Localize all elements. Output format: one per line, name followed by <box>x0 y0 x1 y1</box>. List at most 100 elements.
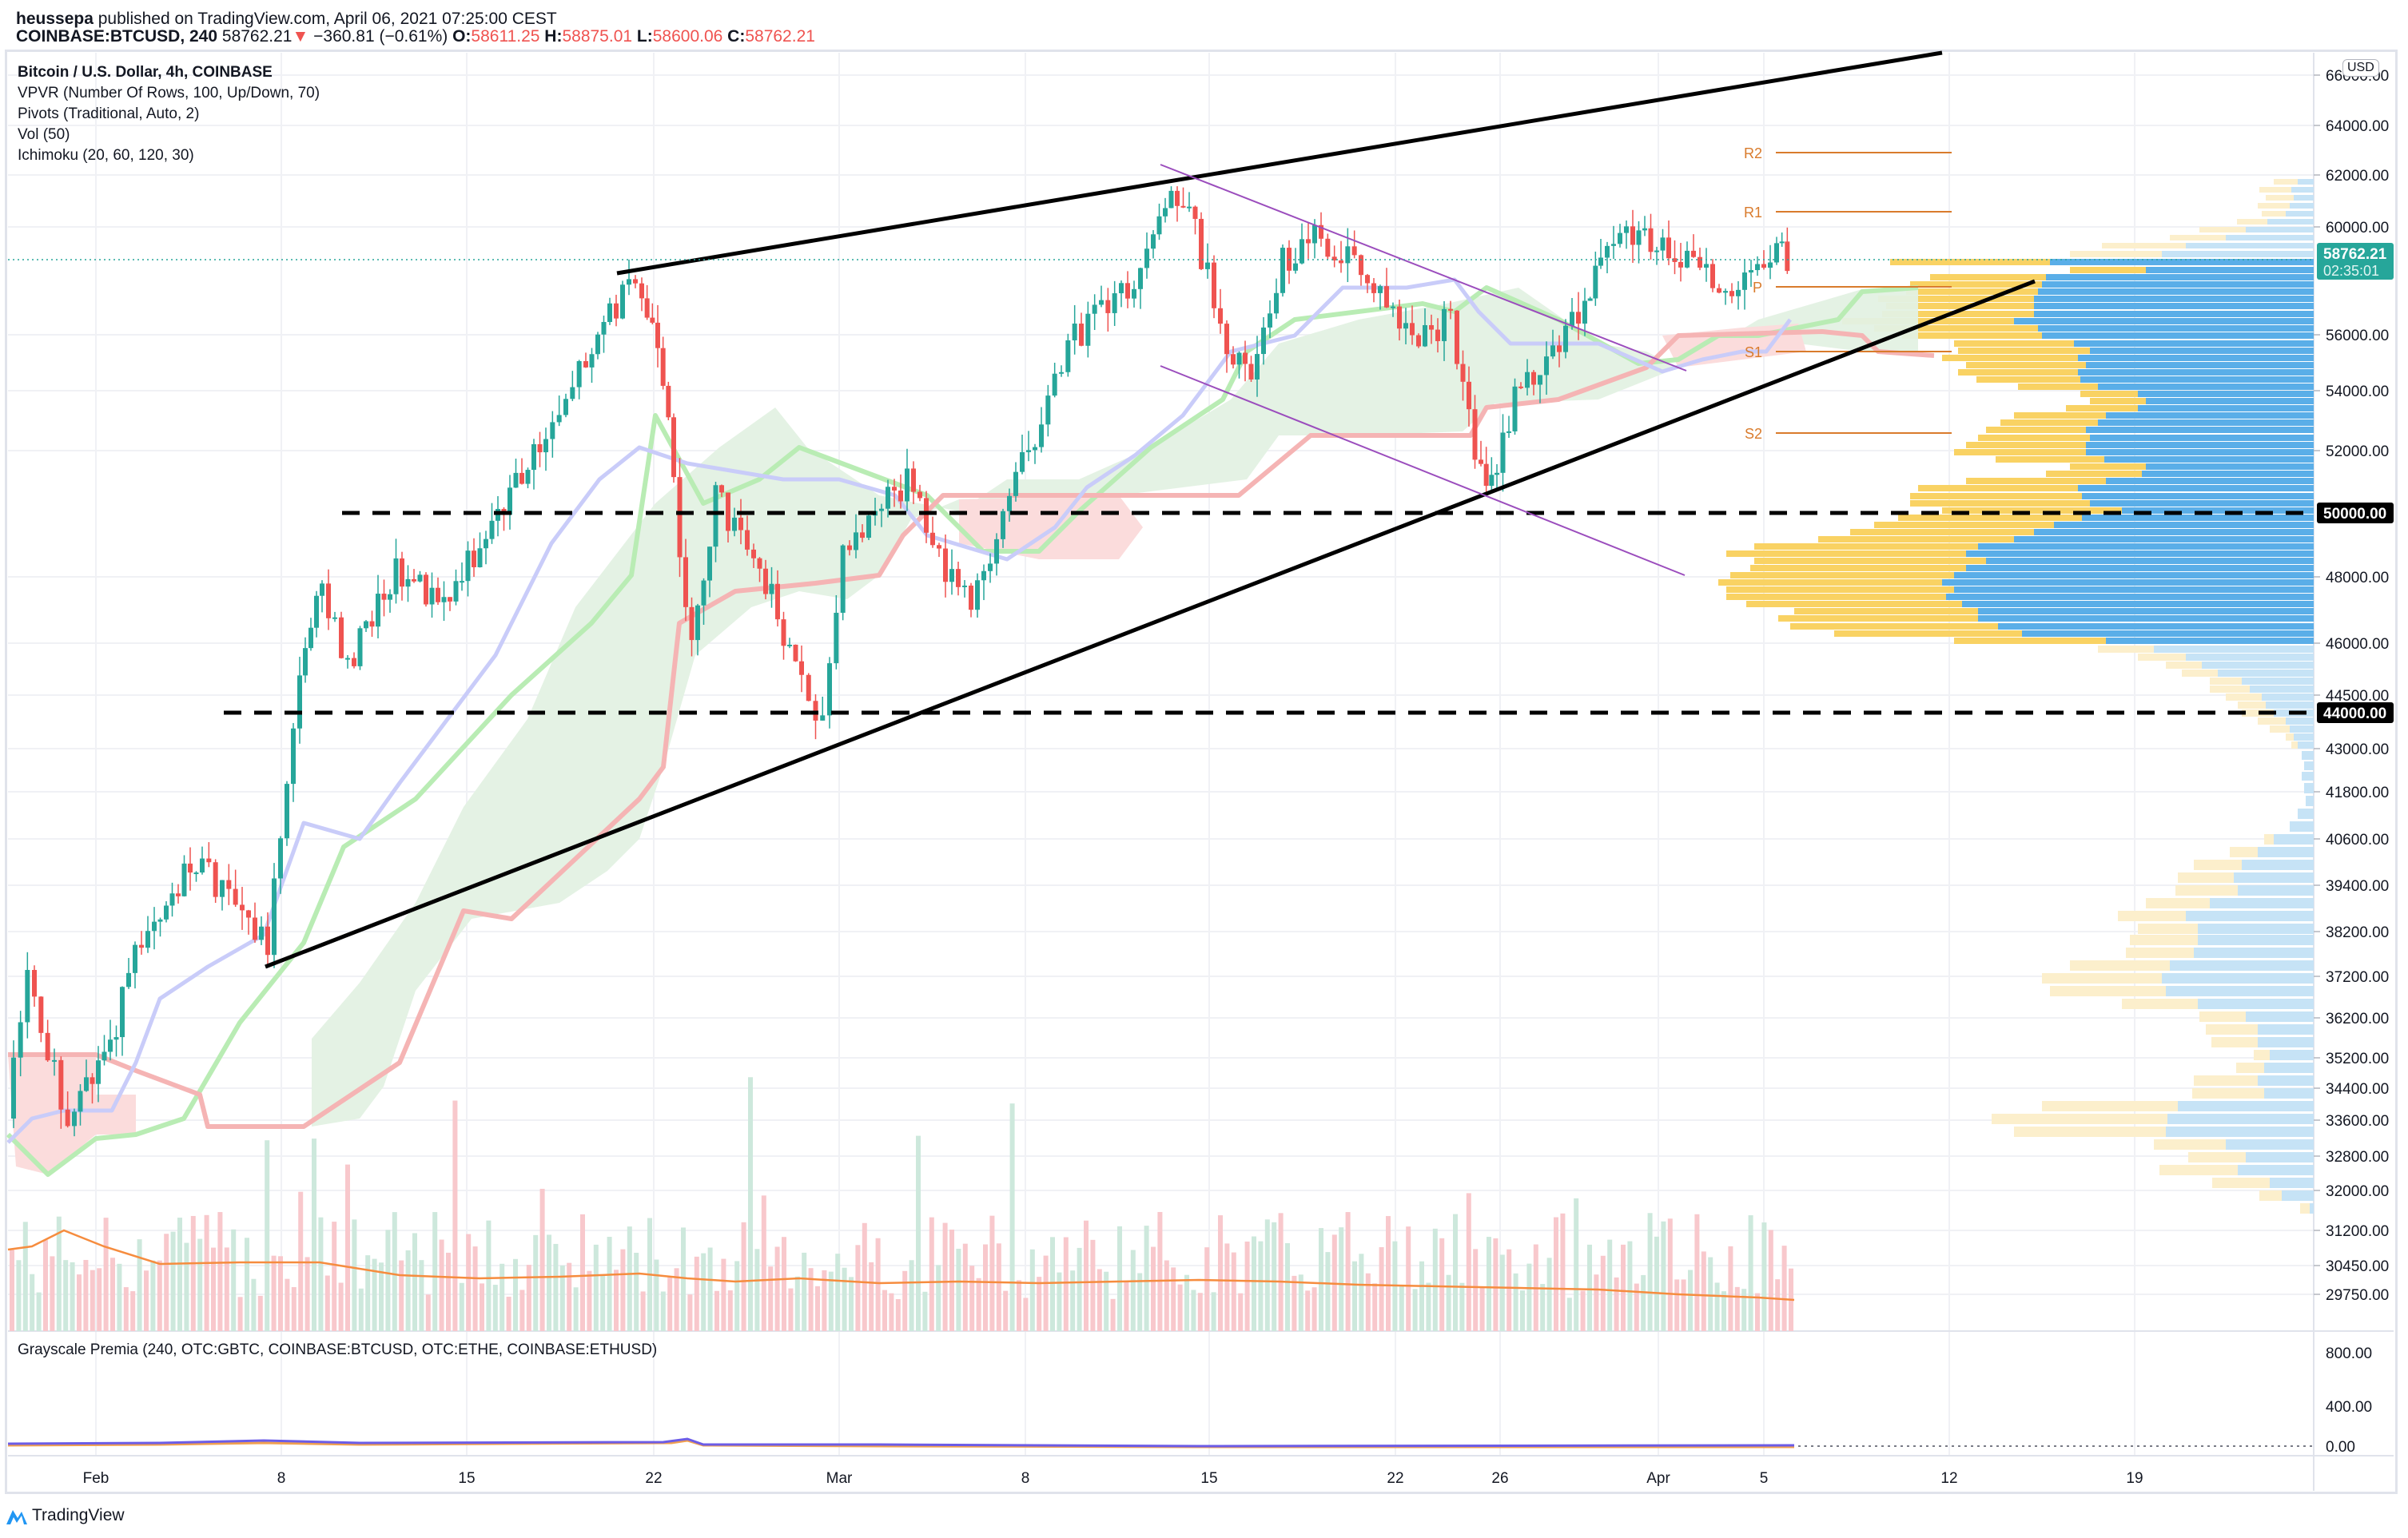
volume-bar-down <box>539 1188 545 1331</box>
author-name[interactable]: heussepa <box>16 10 94 28</box>
vpvr-bar-down <box>2238 701 2266 709</box>
legend-title[interactable]: Bitcoin / U.S. Dollar, 4h, COINBASE <box>18 64 273 81</box>
candle-down <box>1435 329 1440 341</box>
vpvr-bar-down <box>2170 235 2226 240</box>
volume-bar-down <box>1614 1277 1619 1331</box>
candle-up <box>1774 243 1779 263</box>
candle-up <box>465 550 471 582</box>
volume-bar-down <box>1674 1279 1680 1331</box>
time-tick-label: 26 <box>1491 1470 1508 1487</box>
volume-bar-down <box>942 1222 948 1331</box>
candle-down <box>448 597 452 602</box>
legend-indicator-pivots[interactable]: Pivots (Traditional, Auto, 2) <box>18 105 200 122</box>
volume-bar-down <box>815 1286 820 1331</box>
volume-bar-down <box>1681 1279 1686 1331</box>
volume-bar-up <box>1325 1252 1331 1331</box>
vpvr-bar-up <box>2262 693 2314 701</box>
candle-up <box>78 1091 83 1112</box>
vpvr-bar-up <box>2078 355 2314 361</box>
volume-bar-up <box>828 1271 834 1331</box>
vpvr-bar-down <box>2159 1165 2238 1175</box>
volume-bar-down <box>1238 1293 1244 1331</box>
vpvr-bar-up <box>2210 898 2314 908</box>
volume-bar-up <box>1191 1290 1196 1331</box>
candle-up <box>975 580 980 610</box>
price-tick-label: 38200.00 <box>2326 924 2389 941</box>
candle-down <box>352 658 356 666</box>
pivot-label-s1: S1 <box>1745 344 1762 360</box>
candle-down <box>1678 261 1683 268</box>
candle-up <box>866 515 871 538</box>
volume-bar-down <box>1084 1220 1089 1331</box>
candle-down <box>265 926 270 956</box>
candle-up <box>1099 300 1104 305</box>
candle-up <box>152 921 157 932</box>
legend-indicator-volume[interactable]: Vol (50) <box>18 126 70 143</box>
vpvr-bar-down <box>1750 565 1966 571</box>
volume-bar-up <box>245 1238 249 1331</box>
high-label: H: <box>544 27 563 46</box>
candle-up <box>1085 313 1091 346</box>
time-tick-label: 15 <box>1200 1470 1217 1487</box>
volume-bar-down <box>1090 1239 1096 1331</box>
volume-bar-up <box>365 1255 371 1331</box>
volume-bar-down <box>587 1270 592 1331</box>
vpvr-bar-down <box>1942 355 2078 361</box>
vpvr-bar-down <box>1890 259 2050 265</box>
price-tick-label: 46000.00 <box>2326 636 2389 653</box>
candle-up <box>314 595 319 628</box>
price-tick-label: 64000.00 <box>2326 118 2389 135</box>
candle-up <box>713 485 718 547</box>
legend-indicator-vpvr[interactable]: VPVR (Number Of Rows, 100, Up/Down, 70) <box>18 85 320 101</box>
volume-bar-down <box>164 1234 169 1331</box>
vpvr-bar-up <box>2234 872 2314 883</box>
volume-bar-up <box>1499 1254 1505 1331</box>
candle-up <box>1039 424 1044 447</box>
candle-up <box>1391 306 1395 308</box>
vpvr-bar-up <box>2106 638 2314 644</box>
legend-indicator-ichimoku[interactable]: Ichimoku (20, 60, 120, 30) <box>18 147 194 164</box>
vpvr-bar-down <box>2070 267 2146 273</box>
volume-bar-up <box>547 1234 551 1331</box>
candle-up <box>507 487 512 515</box>
time-tick-label: Feb <box>83 1470 109 1487</box>
vpvr-bar-up <box>2226 235 2314 240</box>
vpvr-bar-down <box>2070 960 2170 971</box>
grayscale-premia-legend[interactable]: Grayscale Premia (240, OTC:GBTC, COINBAS… <box>18 1341 658 1358</box>
vpvr-bar-down <box>2266 195 2294 201</box>
volume-bar-down <box>580 1214 585 1331</box>
time-tick-label: Mar <box>826 1470 853 1487</box>
price-tick-label: 60000.00 <box>2326 220 2389 236</box>
vpvr-bar-up <box>2186 243 2314 248</box>
volume-bar-down <box>989 1215 995 1331</box>
candle-up <box>1236 352 1242 365</box>
volume-bar-up <box>802 1252 807 1331</box>
volume-bar-down <box>1439 1238 1445 1331</box>
candle-down <box>233 888 238 905</box>
volume-bar-up <box>1399 1286 1404 1331</box>
vpvr-bar-down <box>2199 1011 2246 1022</box>
candle-up <box>345 658 350 660</box>
vpvr-bar-down <box>2042 1101 2178 1111</box>
vpvr-bar-down <box>2258 717 2286 725</box>
candle-down <box>956 569 961 587</box>
candle-down <box>246 910 251 918</box>
tradingview-branding[interactable]: TradingView <box>5 1505 125 1526</box>
candle-up <box>96 1060 101 1084</box>
currency-button[interactable]: USD <box>2342 59 2379 77</box>
price-tick-label: 37200.00 <box>2326 969 2389 986</box>
candle-down <box>633 279 638 284</box>
volume-bar-down <box>446 1252 451 1331</box>
vpvr-bar-down <box>2286 733 2294 741</box>
vpvr-bar-down <box>2000 419 2098 426</box>
volume-bar-down <box>1621 1244 1626 1331</box>
candle-up <box>1052 373 1057 396</box>
volume-bar-up <box>1721 1291 1726 1331</box>
candle-down <box>1483 463 1489 487</box>
candle-up <box>477 548 483 567</box>
vpvr-bar-up <box>2098 419 2314 426</box>
candle-down <box>1717 288 1721 293</box>
vpvr-bar-down <box>1958 369 2078 376</box>
volume-bar-up <box>1708 1257 1713 1331</box>
